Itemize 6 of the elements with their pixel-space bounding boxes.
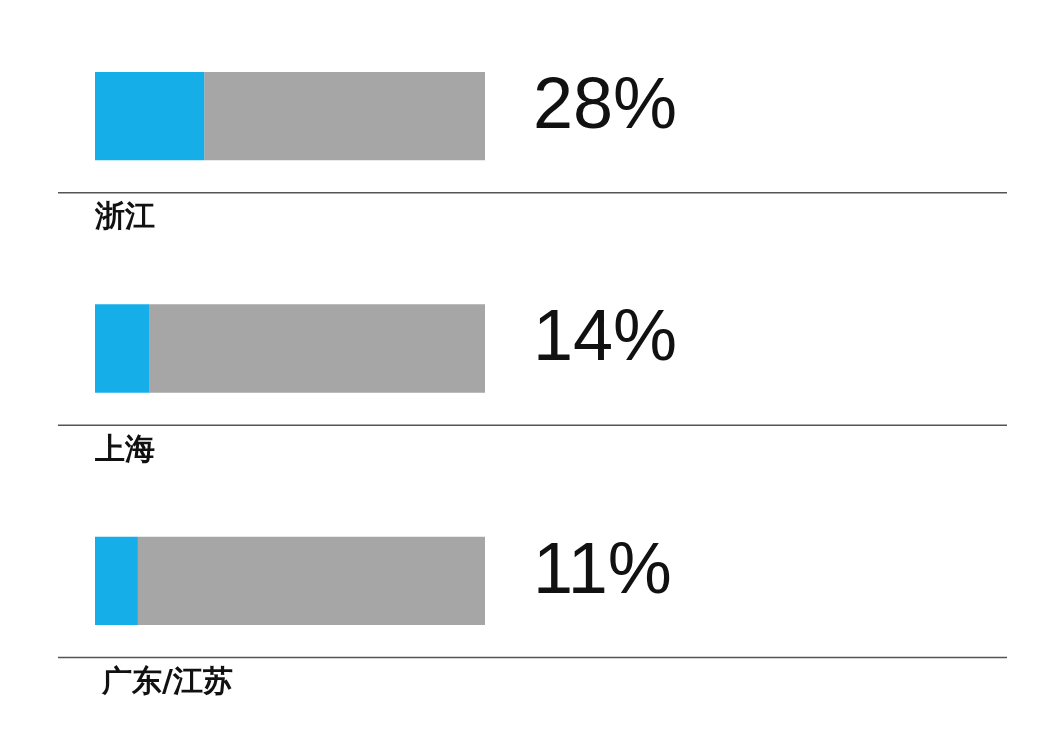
- data-label: 11%: [533, 527, 672, 608]
- y-tick-label: 浙江: [94, 198, 155, 234]
- y-tick-label: 上海: [94, 430, 155, 466]
- y-tick-label: 广东/江苏: [101, 662, 233, 698]
- data-label: 14%: [533, 295, 678, 376]
- data-label: 28%: [533, 63, 678, 144]
